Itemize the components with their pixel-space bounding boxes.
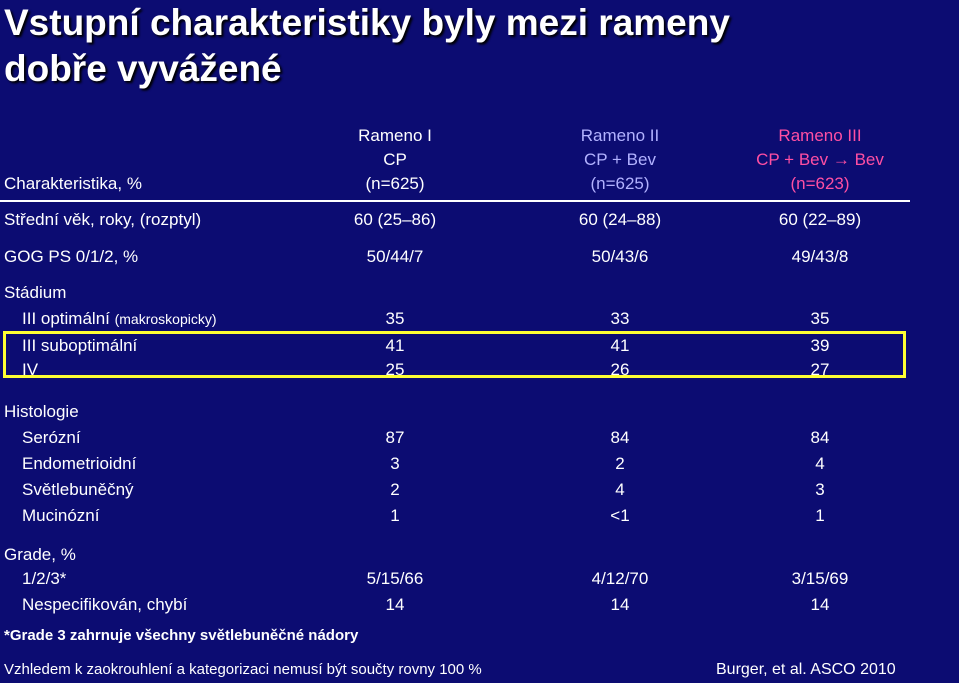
row-gog-label: GOG PS 0/1/2, % [4, 247, 139, 266]
row-clear-arm3: 3 [815, 480, 825, 499]
row-serous-arm2: 84 [610, 428, 630, 447]
row-serous-arm1: 87 [385, 428, 405, 447]
row-stage-label: Stádium [4, 283, 67, 302]
arm3-name: Rameno III [778, 126, 862, 145]
row-endo-arm3: 4 [815, 454, 825, 473]
row-muc-label: Mucinózní [22, 506, 100, 525]
row-grade-na-arm3: 14 [810, 595, 830, 614]
row-serous-label: Serózní [22, 428, 81, 447]
row-grade123-arm3: 3/15/69 [791, 569, 849, 588]
row-stage-iv-arm2: 26 [610, 360, 630, 379]
row-stage-subopt-arm2: 41 [610, 336, 630, 355]
row-stage-iv-arm3: 27 [810, 360, 830, 379]
row-age-arm2: 60 (24–88) [578, 210, 662, 229]
row-grade123-arm1: 5/15/66 [366, 569, 424, 588]
title-line-1: Vstupní charakteristiky byly mezi rameny [4, 2, 730, 43]
row-clear-label: Světlebuněčný [22, 480, 134, 499]
stage-opt-sub: (makroskopicky) [114, 311, 217, 327]
row-clear-arm1: 2 [390, 480, 400, 499]
row-grade-label: Grade, % [4, 545, 76, 564]
arm1-n: (n=625) [365, 174, 425, 193]
row-stage-iv-arm1: 25 [385, 360, 405, 379]
stage-opt-text: III optimální [22, 309, 110, 328]
grade-footnote: *Grade 3 zahrnuje všechny světlebuněčné … [4, 627, 359, 644]
row-stage-opt-arm3: 35 [810, 309, 830, 328]
row-gog-arm3: 49/43/8 [791, 247, 849, 266]
row-stage-subopt-arm3: 39 [810, 336, 830, 355]
header-label: Charakteristika, % [4, 174, 142, 193]
row-endo-arm1: 3 [390, 454, 400, 473]
title-line-2: dobře vyvážené [4, 48, 282, 89]
row-endo-arm2: 2 [615, 454, 625, 473]
slide-title: Vstupní charakteristiky byly mezi rameny… [4, 0, 954, 92]
row-grade-na-arm2: 14 [610, 595, 630, 614]
arm2-n: (n=625) [590, 174, 650, 193]
row-grade-na-arm1: 14 [385, 595, 405, 614]
row-clear-arm2: 4 [615, 480, 625, 499]
row-stage-opt-label: III optimální (makroskopicky) [22, 307, 217, 331]
arm2-therapy: CP + Bev [584, 150, 656, 169]
row-hist-label: Histologie [4, 402, 79, 421]
arm3-header: Rameno III CP + Bev → Bev (n=623) [735, 124, 905, 196]
row-age-label: Střední věk, roky, (rozptyl) [4, 210, 202, 229]
arm1-therapy: CP [383, 150, 407, 169]
row-endo-label: Endometrioidní [22, 454, 137, 473]
row-gog-arm1: 50/44/7 [366, 247, 424, 266]
row-age-arm1: 60 (25–86) [353, 210, 437, 229]
arm2-name: Rameno II [580, 126, 660, 145]
arm3-therapy: CP + Bev → Bev [756, 150, 884, 169]
row-muc-arm3: 1 [815, 506, 825, 525]
row-muc-arm2: <1 [610, 506, 630, 525]
header-divider [0, 200, 910, 202]
arm2-header: Rameno II CP + Bev (n=625) [540, 124, 700, 196]
highlight-box [3, 331, 906, 378]
arm3-n: (n=623) [790, 174, 850, 193]
row-grade123-label: 1/2/3* [22, 569, 67, 588]
rounding-note: Vzhledem k zaokrouhlení a kategorizaci n… [4, 661, 482, 678]
row-age-arm3: 60 (22–89) [778, 210, 862, 229]
row-stage-opt-arm1: 35 [385, 309, 405, 328]
row-stage-subopt-label: III suboptimální [22, 336, 138, 355]
arm1-header: Rameno I CP (n=625) [330, 124, 460, 196]
row-stage-iv-label: IV [22, 360, 39, 379]
row-stage-subopt-arm1: 41 [385, 336, 405, 355]
row-muc-arm1: 1 [390, 506, 400, 525]
row-grade-na-label: Nespecifikován, chybí [22, 595, 188, 614]
row-gog-arm2: 50/43/6 [591, 247, 649, 266]
row-grade123-arm2: 4/12/70 [591, 569, 649, 588]
row-stage-opt-arm2: 33 [610, 309, 630, 328]
arm1-name: Rameno I [358, 126, 432, 145]
row-serous-arm3: 84 [810, 428, 830, 447]
citation: Burger, et al. ASCO 2010 [716, 661, 896, 678]
